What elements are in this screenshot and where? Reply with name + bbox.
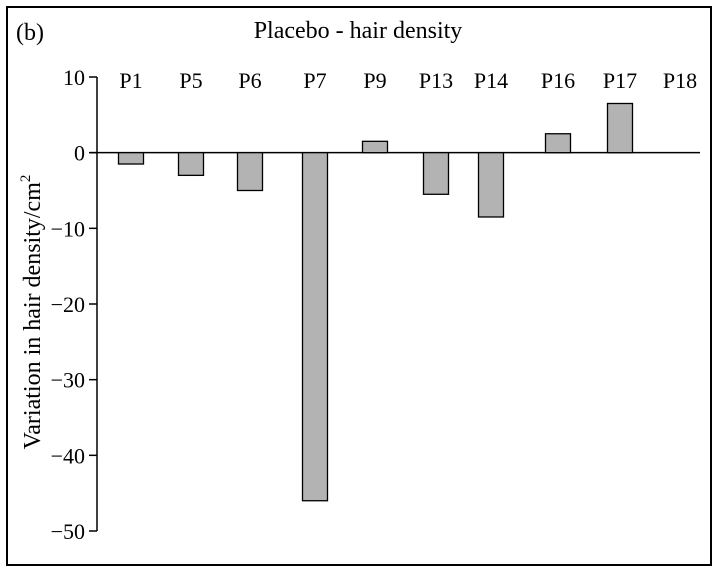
y-tick-label: −40 xyxy=(51,443,85,468)
category-label: P14 xyxy=(474,68,508,93)
category-label: P7 xyxy=(303,68,326,93)
y-tick-label: −50 xyxy=(51,519,85,544)
bar xyxy=(606,102,634,154)
bar xyxy=(177,152,205,177)
chart-title: Placebo - hair density xyxy=(254,18,463,44)
y-axis-label-main: Variation in hair density/cm xyxy=(20,182,46,450)
category-label: P16 xyxy=(541,68,575,93)
category-label: P9 xyxy=(363,68,386,93)
y-axis-label-superscript: 2 xyxy=(18,175,34,183)
y-tick-label: 0 xyxy=(74,141,85,166)
category-label: P17 xyxy=(603,68,637,93)
bar xyxy=(361,140,389,154)
y-axis-label: Variation in hair density/cm2 xyxy=(18,175,46,450)
category-label: P18 xyxy=(663,68,697,93)
panel-label: (b) xyxy=(16,20,44,46)
y-tick-label: −20 xyxy=(51,292,85,317)
y-tick-label: −30 xyxy=(51,368,85,393)
chart-frame xyxy=(6,6,712,566)
y-tick-label: −10 xyxy=(51,216,85,241)
bar xyxy=(477,152,505,218)
svg-text:Variation in hair density/cm2: Variation in hair density/cm2 xyxy=(18,175,46,450)
category-label: P13 xyxy=(419,68,453,93)
bar xyxy=(422,152,450,195)
category-label: P6 xyxy=(238,68,261,93)
y-tick-label: 10 xyxy=(63,65,85,90)
bar xyxy=(236,152,264,192)
category-label: P5 xyxy=(179,68,202,93)
bar xyxy=(117,152,145,165)
category-label: P1 xyxy=(119,68,142,93)
bar xyxy=(544,133,572,154)
bar xyxy=(301,152,329,502)
